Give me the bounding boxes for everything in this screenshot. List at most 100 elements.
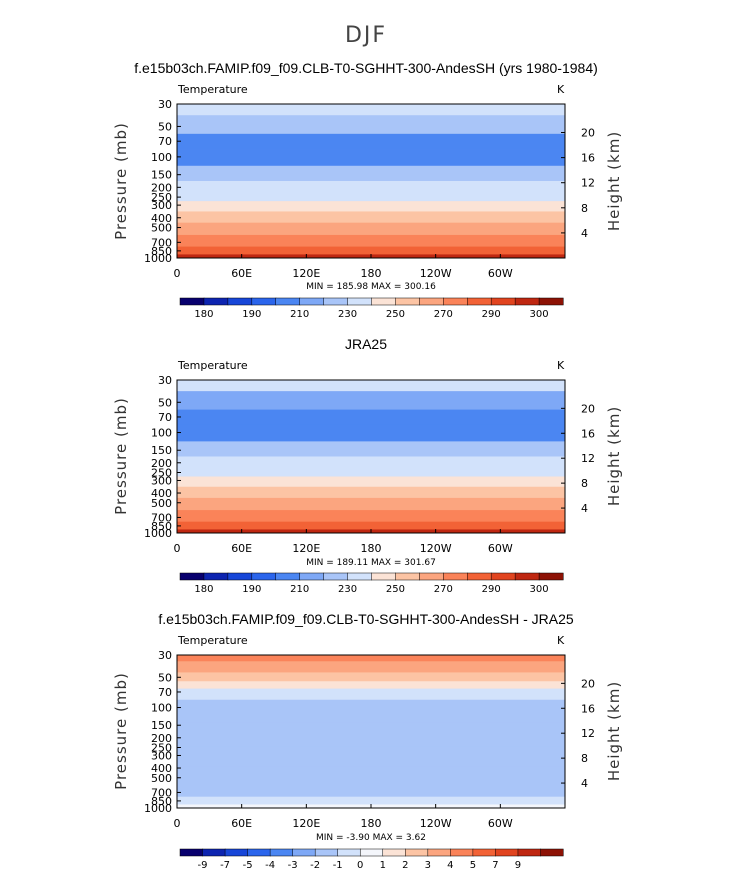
colorbar-label: 250 bbox=[386, 584, 405, 595]
colorbar-swatch bbox=[540, 848, 564, 857]
colorbar-swatch bbox=[224, 848, 249, 857]
colorbar-label: 190 bbox=[242, 584, 261, 595]
colorbar-swatch bbox=[347, 572, 373, 581]
colorbar-swatch bbox=[269, 848, 294, 857]
colorbar-swatch bbox=[405, 848, 429, 857]
contour-bands bbox=[177, 104, 565, 259]
colorbar-swatch bbox=[467, 572, 492, 581]
band-70 bbox=[177, 688, 565, 701]
colorbar-label: 210 bbox=[290, 309, 309, 320]
band-500 bbox=[177, 497, 565, 511]
colorbar-label: 230 bbox=[338, 584, 357, 595]
y-tick-label: 850 bbox=[151, 245, 172, 258]
colorbar-label: -7 bbox=[220, 860, 230, 871]
band-50 bbox=[177, 115, 565, 135]
y2-tick-label: 12 bbox=[581, 177, 595, 190]
y-tick-label: 100 bbox=[151, 151, 172, 164]
band-500 bbox=[177, 766, 565, 786]
colorbar-label: 270 bbox=[434, 584, 453, 595]
colorbar-swatch bbox=[419, 572, 444, 581]
colorbar-swatch bbox=[323, 297, 349, 306]
contour-bands bbox=[177, 380, 565, 534]
x-tick-label: 120E bbox=[292, 267, 320, 280]
y-tick-label: 700 bbox=[151, 236, 172, 249]
y-tick-label: 400 bbox=[151, 762, 172, 775]
x-tick-label: 180 bbox=[361, 817, 382, 830]
band-150 bbox=[177, 441, 565, 457]
y2-tick-label: 12 bbox=[581, 727, 595, 740]
variable-label: Temperature bbox=[177, 359, 248, 372]
y-tick-label: 300 bbox=[151, 474, 172, 487]
min-max-stats: MIN = -3.90 MAX = 3.62 bbox=[316, 833, 426, 843]
y-tick-label: 70 bbox=[158, 686, 172, 699]
band-850 bbox=[177, 521, 565, 530]
colorbar-label: 5 bbox=[470, 860, 476, 871]
colorbar-swatch bbox=[314, 848, 339, 857]
colorbar-swatch bbox=[538, 572, 564, 581]
y-tick-label: 850 bbox=[151, 520, 172, 533]
y-tick-label: 50 bbox=[158, 671, 172, 684]
variable-label: Temperature bbox=[177, 83, 248, 96]
colorbar-label: -9 bbox=[198, 860, 208, 871]
colorbar-swatch bbox=[203, 297, 229, 306]
band-100 bbox=[177, 149, 565, 167]
y2-tick-label: 16 bbox=[581, 702, 595, 715]
colorbar-label: -1 bbox=[333, 860, 343, 871]
y-tick-label: 50 bbox=[158, 396, 172, 409]
y-tick-label: 30 bbox=[158, 374, 172, 387]
y-axis-label: Pressure (mb) bbox=[112, 672, 130, 790]
variable-label: Temperature bbox=[177, 634, 248, 647]
x-tick-label: 60E bbox=[231, 817, 252, 830]
y-tick-label: 1000 bbox=[144, 527, 172, 540]
y-tick-label: 700 bbox=[151, 786, 172, 799]
y-tick-label: 150 bbox=[151, 444, 172, 457]
panel-obs: JRA25 Temperature K Pressure (mb) Height… bbox=[112, 336, 623, 595]
colorbar-label: 300 bbox=[530, 309, 549, 320]
colorbar-label: 7 bbox=[492, 860, 498, 871]
colorbar-swatch bbox=[443, 572, 468, 581]
colorbar-label: -5 bbox=[243, 860, 253, 871]
x-tick-label: 0 bbox=[174, 817, 181, 830]
band-850 bbox=[177, 796, 565, 805]
colorbar-label: -3 bbox=[288, 860, 298, 871]
y2-axis-label: Height (km) bbox=[605, 681, 623, 781]
colorbar-swatch bbox=[179, 572, 205, 581]
colorbar-swatch bbox=[382, 848, 406, 857]
contour-bands bbox=[177, 655, 565, 809]
y-tick-label: 700 bbox=[151, 511, 172, 524]
colorbar-swatch bbox=[251, 297, 277, 306]
y-tick-label: 850 bbox=[151, 795, 172, 808]
y2-tick-label: 16 bbox=[581, 152, 595, 165]
colorbar-label: 180 bbox=[194, 584, 213, 595]
x-tick-label: 60W bbox=[488, 267, 513, 280]
colorbar-swatch bbox=[299, 297, 325, 306]
colorbar-swatch bbox=[292, 848, 316, 857]
colorbar-label: 250 bbox=[386, 309, 405, 320]
band-250 bbox=[177, 467, 565, 477]
band-300 bbox=[177, 201, 565, 212]
y2-axis-label: Height (km) bbox=[605, 131, 623, 231]
y2-tick-label: 4 bbox=[581, 502, 588, 515]
band-60 bbox=[177, 681, 565, 690]
colorbar-label: 230 bbox=[338, 309, 357, 320]
y2-tick-label: 8 bbox=[581, 477, 588, 490]
y-tick-label: 1000 bbox=[144, 802, 172, 815]
y-tick-label: 70 bbox=[158, 135, 172, 148]
panel-title: f.e15b03ch.FAMIP.f09_f09.CLB-T0-SGHHT-30… bbox=[134, 60, 598, 76]
band-30 bbox=[177, 380, 565, 392]
colorbar-label: 300 bbox=[530, 584, 549, 595]
colorbar-swatch bbox=[323, 572, 349, 581]
colorbar-label: 270 bbox=[434, 309, 453, 320]
y2-tick-label: 8 bbox=[581, 752, 588, 765]
colorbar-swatch bbox=[495, 848, 519, 857]
colorbar-label: 2 bbox=[402, 860, 408, 871]
colorbar-swatch bbox=[275, 572, 301, 581]
colorbar-swatch bbox=[227, 572, 253, 581]
colorbar: 180 190 210 230 250 270 290 300 bbox=[179, 572, 564, 595]
y-tick-label: 30 bbox=[158, 98, 172, 111]
colorbar-swatch bbox=[275, 297, 301, 306]
y2-tick-label: 4 bbox=[581, 777, 588, 790]
band-100 bbox=[177, 699, 565, 724]
y2-tick-label: 12 bbox=[581, 452, 595, 465]
